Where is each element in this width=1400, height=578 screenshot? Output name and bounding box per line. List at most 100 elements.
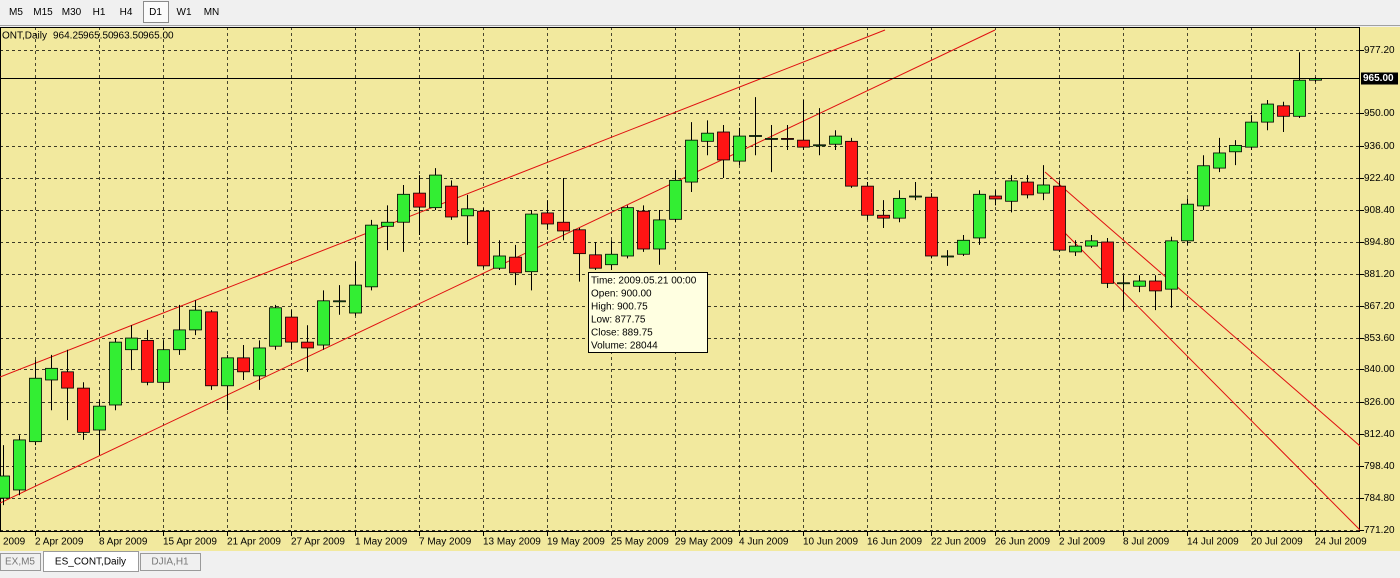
tooltip-line: Volume: 28044 [591, 341, 658, 352]
x-tick-label: 22 Jun 2009 [931, 537, 986, 548]
timeframe-button[interactable]: H4 [120, 7, 133, 18]
x-tick-label: 15 Apr 2009 [163, 537, 217, 548]
trend-line [0, 29, 886, 378]
candle-body [0, 475, 10, 499]
timeframe-button[interactable]: M15 [33, 7, 53, 18]
candle-body [733, 135, 746, 162]
candle-body [253, 347, 266, 377]
candle-body [125, 337, 138, 351]
x-tick-label: 8 Apr 2009 [99, 537, 148, 548]
tab-label[interactable]: EX,M5 [5, 557, 35, 568]
x-tick-label: 24 Jul 2009 [1315, 537, 1367, 548]
candle-body [1181, 203, 1194, 242]
candle-body [93, 405, 106, 431]
candle-body [717, 131, 730, 161]
timeframe-button[interactable]: M30 [62, 7, 82, 18]
candle-body [845, 140, 858, 187]
candle-body [669, 179, 682, 220]
candle-body [429, 174, 442, 209]
tab[interactable] [43, 551, 139, 572]
candle-body [509, 256, 522, 274]
candles [0, 52, 1322, 506]
candle-body [653, 219, 666, 250]
candle-body [557, 221, 570, 232]
x-tick-label: 8 Jul 2009 [1123, 537, 1170, 548]
y-tick-label: 771.20 [1364, 525, 1395, 536]
candle-body [701, 132, 714, 142]
tooltip-box [588, 272, 708, 353]
candle-body [45, 367, 58, 381]
candle-body [1197, 165, 1210, 207]
x-tick-label: 4 Jun 2009 [739, 537, 789, 548]
y-tick-label: 867.20 [1364, 301, 1395, 312]
candle-body [605, 253, 618, 266]
candle-body [1005, 180, 1018, 202]
timeframe-button[interactable]: D1 [149, 7, 162, 18]
candle-body [173, 329, 186, 351]
x-tick-label: 29 May 2009 [675, 537, 733, 548]
tab[interactable] [0, 553, 41, 571]
x-tick-label: 10 Jun 2009 [803, 537, 858, 548]
x-tick-label: 25 May 2009 [611, 537, 669, 548]
tooltip: Time: 2009.05.21 00:00 Open: 900.00 High: … [588, 272, 708, 353]
candle-body [1053, 185, 1066, 251]
candle-body [29, 377, 42, 443]
candle-body [61, 371, 74, 389]
candle-body [1261, 103, 1274, 123]
candle-body [493, 255, 506, 269]
ohlc-value: 963.50 [113, 31, 144, 42]
plot-border [0, 27, 1360, 532]
x-tick-label: 19 May 2009 [547, 537, 605, 548]
candle-body [525, 213, 538, 273]
x-tick-label: 14 Jul 2009 [1187, 537, 1239, 548]
candle-body [925, 196, 938, 257]
candle-body [973, 193, 986, 239]
tab-label[interactable]: DJIA,H1 [151, 557, 189, 568]
candle-body [765, 138, 778, 140]
tooltip-line: High: 900.75 [591, 302, 648, 313]
x-tick-label: 13 May 2009 [483, 537, 541, 548]
candle-body [301, 341, 314, 349]
timeframe-buttons: M5 M15 M30 H1 H4 D1 W1 MN [9, 1, 220, 23]
y-tick-label: 853.60 [1364, 333, 1395, 344]
timeframe-button[interactable]: H1 [93, 7, 106, 18]
y-tick-label: 936.00 [1364, 141, 1395, 152]
timeframe-button[interactable]: W1 [177, 7, 192, 18]
candle-body [749, 135, 762, 137]
candle-body [381, 221, 394, 227]
ohlc-value: 964.25 [53, 31, 84, 42]
candle-body [1229, 144, 1242, 153]
candle-body [797, 139, 810, 148]
chart-tabs: EX,M5 ES_CONT,Daily DJIA,H1 [0, 551, 201, 572]
candle-body [957, 239, 970, 255]
candle-body [909, 195, 922, 198]
candle-body [813, 144, 826, 147]
candle-body [1069, 245, 1082, 253]
candle-body [365, 224, 378, 288]
candle-body [109, 341, 122, 406]
candle-body [1149, 280, 1162, 292]
y-tick-label: 881.20 [1364, 269, 1395, 280]
timeframe-button[interactable]: M5 [9, 7, 23, 18]
timeframe-button[interactable]: MN [204, 7, 220, 18]
y-tick-label: 812.40 [1364, 429, 1395, 440]
x-tick-label: 26 Jun 2009 [995, 537, 1050, 548]
tab-label[interactable]: ES_CONT,Daily [55, 557, 126, 568]
current-price-label: 965.00 [1363, 73, 1394, 84]
y-tick-label: 784.80 [1364, 493, 1395, 504]
y-tick-label: 922.40 [1364, 173, 1395, 184]
symbol-label: ONT,Daily [2, 31, 47, 42]
y-tick-label: 840.00 [1364, 364, 1395, 375]
candle-body [989, 195, 1002, 200]
candle-body [333, 300, 346, 303]
trend-line [1044, 171, 1360, 447]
candle-body [237, 357, 250, 373]
tooltip-line: Time: 2009.05.21 00:00 [591, 276, 697, 287]
candle-body [445, 185, 458, 218]
x-tick-label: 2 Jul 2009 [1059, 537, 1106, 548]
candle-body [637, 210, 650, 250]
tab[interactable] [140, 553, 201, 571]
candle-body [877, 214, 890, 219]
tab-bar [0, 551, 1400, 578]
